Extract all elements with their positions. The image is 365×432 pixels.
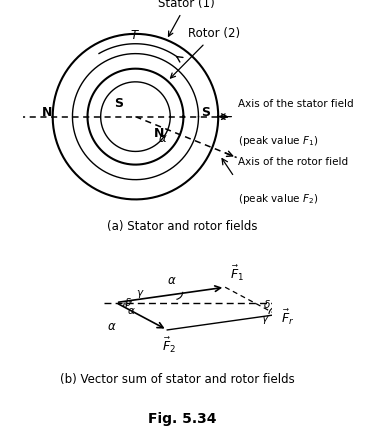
Text: S: S — [114, 97, 123, 110]
Text: Axis of the rotor field: Axis of the rotor field — [238, 157, 348, 168]
Text: $\gamma$: $\gamma$ — [261, 314, 270, 326]
Text: $\gamma$: $\gamma$ — [136, 288, 144, 300]
Text: $\alpha$: $\alpha$ — [127, 306, 136, 316]
Text: N: N — [41, 106, 52, 119]
Text: (peak value $F_2$): (peak value $F_2$) — [238, 192, 318, 206]
Text: Stator (1): Stator (1) — [158, 0, 215, 36]
Text: $\delta$: $\delta$ — [263, 298, 270, 310]
Text: T: T — [131, 29, 138, 42]
Text: S: S — [201, 106, 210, 119]
Text: $\alpha$: $\alpha$ — [107, 320, 116, 333]
Text: $\vec{F}_2$: $\vec{F}_2$ — [162, 336, 176, 356]
Text: $\alpha$: $\alpha$ — [167, 274, 177, 287]
Text: N: N — [154, 127, 164, 140]
Text: Rotor (2): Rotor (2) — [170, 27, 240, 78]
Text: Axis of the stator field: Axis of the stator field — [238, 99, 354, 109]
Text: $\delta$: $\delta$ — [124, 296, 132, 308]
Text: $\alpha$: $\alpha$ — [158, 132, 168, 145]
Text: (a) Stator and rotor fields: (a) Stator and rotor fields — [107, 220, 258, 233]
Text: $\vec{F}_1$: $\vec{F}_1$ — [230, 263, 244, 283]
Text: (b) Vector sum of stator and rotor fields: (b) Vector sum of stator and rotor field… — [60, 373, 295, 386]
Text: Fig. 5.34: Fig. 5.34 — [148, 413, 217, 426]
Text: (peak value $F_1$): (peak value $F_1$) — [238, 133, 318, 148]
Text: $\vec{F}_r$: $\vec{F}_r$ — [281, 308, 295, 327]
